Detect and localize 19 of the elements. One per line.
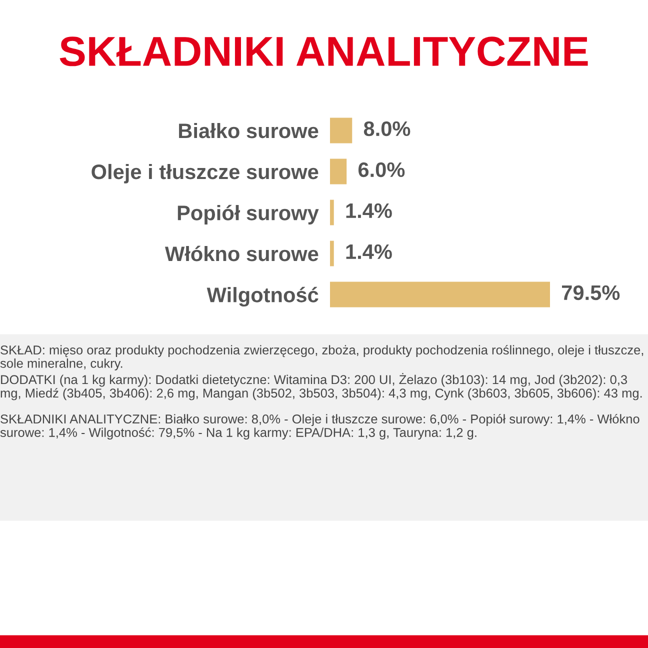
y-tick-label: Wilgotność	[206, 286, 318, 307]
text: DODATKI (na 1 kg karmy): Dodatki dietetyczne: Witamina D3: 200 UI, Żelazo (3b103): 14 mg, Jod (3b202): 0,3 mg, Miedź (3b405, 3b406): 2,6 mg, Mangan (3b502, 3b503, 3b504): 4,3 mg, Cynk (3b603, 3b605, 3b606): 43 mg.	[0, 373, 642, 400]
bar	[330, 282, 550, 308]
bar	[330, 158, 347, 184]
text: SKŁAD: mięso oraz produkty pochodzenia zwierzęcego, zboża, produkty pochodzenia roślinnego, oleje i tłuszcze, sole mineralne, cukry.	[0, 345, 644, 370]
chart-title: SKŁADNIKI ANALITYCZNE	[60, 36, 588, 66]
y-tick-label: Popiół surowy	[178, 204, 319, 224]
data-label: 6.0%	[358, 162, 405, 178]
y-tick-label: Białko surowe	[179, 122, 318, 138]
data-label: 1.4%	[346, 203, 392, 218]
y-tick-label: Włókno surowe	[164, 246, 318, 262]
bar	[330, 200, 334, 226]
bar	[330, 118, 352, 144]
data-label: 79.5%	[562, 285, 620, 300]
data-label: 8.0%	[364, 121, 410, 136]
y-tick-label: Oleje i tłuszcze surowe	[92, 164, 318, 184]
text: SKŁADNIKI ANALITYCZNE: Białko surowe: 8,0% - Oleje i tłuszcze surowe: 6,0% - Popiół surowy: 1,4% - Włókno surowe: 1,4% - Wilgotność: 79,5% - Na 1 kg karmy: EPA/DHA: 1,3 g, Tauryna: 1,2 g.	[0, 414, 640, 440]
bar	[330, 240, 334, 266]
data-label: 1.4%	[346, 244, 392, 260]
